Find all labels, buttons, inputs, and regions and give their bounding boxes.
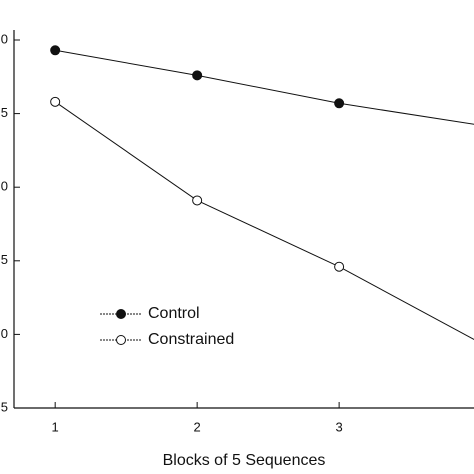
series-line (54, 101, 474, 340)
data-point (334, 261, 345, 272)
x-axis-label: Blocks of 5 Sequences (163, 452, 326, 469)
y-tick-label: 0 (1, 31, 8, 46)
data-point (50, 96, 61, 107)
y-tick-label: 5 (1, 105, 8, 120)
data-point (192, 195, 203, 206)
y-tick-label: 0 (1, 326, 8, 341)
data-point (50, 45, 61, 56)
x-tick-label: 1 (52, 419, 59, 434)
x-tick-label: 3 (336, 419, 343, 434)
legend-label: Control (148, 305, 200, 322)
y-tick-label: 0 (1, 179, 8, 194)
y-tick-label: 5 (1, 252, 8, 267)
series-line (55, 49, 474, 125)
y-tick-label: 5 (1, 399, 8, 414)
data-point (334, 98, 345, 109)
legend-marker (116, 309, 126, 319)
data-point (192, 70, 203, 81)
legend-label: Constrained (148, 331, 234, 348)
x-tick-label: 2 (194, 419, 201, 434)
legend-marker (116, 335, 126, 345)
